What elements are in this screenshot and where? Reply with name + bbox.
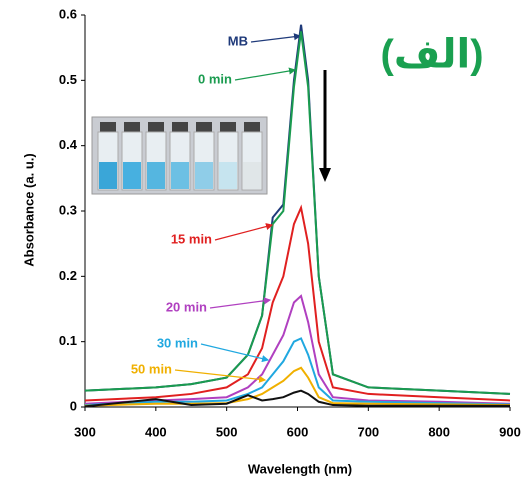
vial-liquid: [195, 162, 213, 189]
label-arrow: [209, 297, 272, 309]
label-arrow: [200, 343, 270, 363]
vial-liquid: [171, 162, 189, 189]
series-label: 20 min: [166, 299, 207, 314]
vial-liquid: [147, 162, 165, 189]
y-tick-label: 0.5: [59, 72, 77, 87]
x-tick-label: 300: [74, 424, 96, 439]
series-label: 15 min: [171, 231, 212, 246]
y-tick-label: 0.2: [59, 268, 77, 283]
label-arrow: [234, 67, 297, 81]
vial-liquid: [99, 162, 117, 189]
x-tick-label: 800: [428, 424, 450, 439]
panel-label: (الف): [380, 33, 483, 77]
series-label: 0 min: [198, 71, 232, 86]
y-tick-label: 0.6: [59, 6, 77, 21]
spectrum-line: [84, 294, 511, 405]
vial-liquid: [123, 162, 141, 189]
vial-cap: [148, 122, 164, 132]
vial-cap: [124, 122, 140, 132]
y-tick-label: 0: [70, 398, 77, 413]
spectrum-line: [84, 337, 511, 407]
label-arrow: [250, 33, 302, 43]
y-tick-label: 0.1: [59, 333, 77, 348]
y-tick-label: 0.3: [59, 202, 77, 217]
series-label: MB: [228, 33, 248, 48]
spectrum-line: [84, 24, 511, 395]
x-tick-label: 500: [216, 424, 238, 439]
decrease-arrow-head: [319, 168, 331, 182]
spectrum-line: [84, 389, 510, 408]
vial-cap: [244, 122, 260, 132]
vial-liquid: [219, 162, 237, 189]
series-label: 50 min: [131, 361, 172, 376]
x-tick-label: 900: [499, 424, 521, 439]
vial-cap: [196, 122, 212, 132]
x-axis-label: Wavelength (nm): [248, 461, 352, 476]
vials-inset: [91, 116, 268, 195]
series-label: 30 min: [157, 335, 198, 350]
x-tick-label: 700: [357, 424, 379, 439]
label-arrow: [174, 369, 267, 383]
spectrum-line: [84, 204, 511, 402]
vial-cap: [220, 122, 236, 132]
x-tick-label: 600: [287, 424, 309, 439]
label-arrow: [214, 223, 274, 241]
vial-cap: [172, 122, 188, 132]
x-tick-label: 400: [145, 424, 167, 439]
y-axis-label: Absorbance (a. u.): [21, 153, 36, 266]
spectrum-line: [84, 31, 511, 395]
y-tick-label: 0.4: [59, 137, 78, 152]
vial-cap: [100, 122, 116, 132]
vial-liquid: [243, 162, 261, 189]
